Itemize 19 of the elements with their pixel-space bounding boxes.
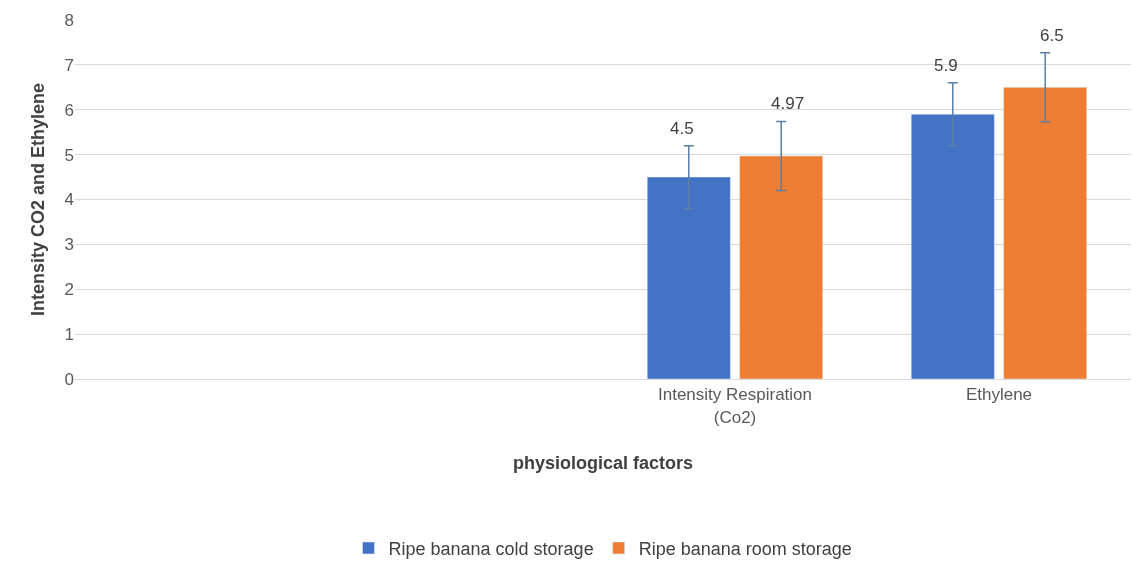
- y-tick-label: 7: [64, 55, 74, 75]
- data-label: 6.5: [1040, 26, 1064, 45]
- y-tick-label: 8: [64, 10, 74, 30]
- y-tick-label: 4: [64, 190, 74, 210]
- y-tick-label: 6: [64, 100, 74, 120]
- data-label: 4.5: [670, 119, 694, 138]
- y-tick-label: 1: [64, 325, 74, 345]
- y-axis-title: Intensity CO2 and Ethylene: [27, 82, 48, 317]
- y-tick-label: 2: [64, 280, 74, 300]
- legend-label: Ripe banana room storage: [638, 539, 852, 559]
- y-tick-label: 0: [64, 369, 74, 389]
- data-label: 4.97: [771, 94, 805, 113]
- x-axis-title: physiological factors: [512, 452, 694, 473]
- data-label: 5.9: [934, 56, 958, 75]
- x-tick-label: Intensity Respiration (Co2): [657, 385, 813, 427]
- legend-label: Ripe banana cold storage: [388, 539, 594, 559]
- y-tick-label: 3: [64, 235, 74, 255]
- x-tick-label: Ethylene: [965, 385, 1033, 405]
- y-tick-label: 5: [64, 145, 74, 165]
